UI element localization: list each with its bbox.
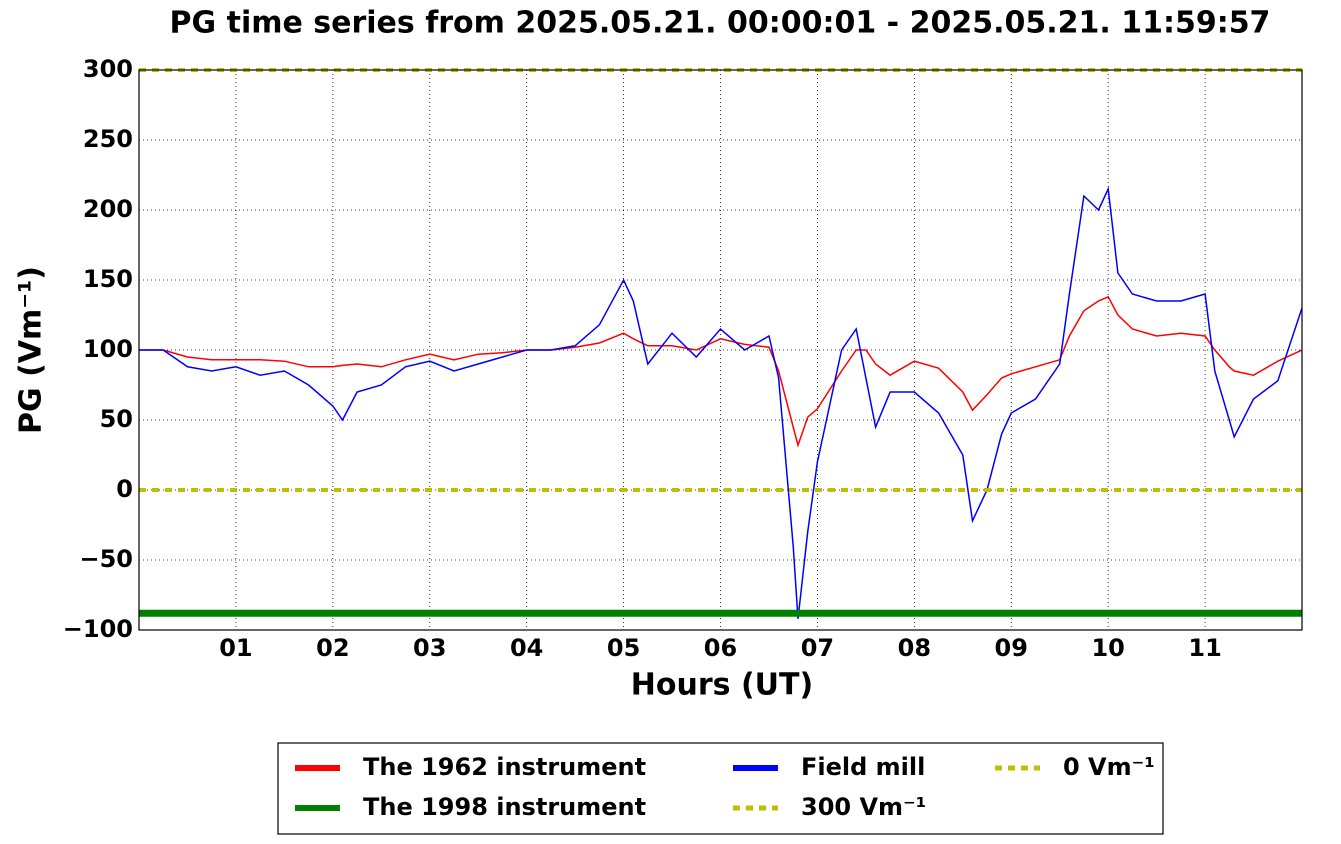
x-tick-label: 02 [316, 634, 349, 662]
legend-label: 0 Vm⁻¹ [1063, 753, 1155, 781]
legend-label: The 1998 instrument [363, 793, 646, 821]
plot-frame [138, 69, 1303, 631]
x-tick-label: 10 [1091, 634, 1124, 662]
y-tick-label: 0 [116, 475, 133, 503]
x-tick-label: 09 [995, 634, 1028, 662]
legend-label: The 1962 instrument [363, 753, 646, 781]
y-tick-label: 100 [83, 335, 133, 363]
chart-title: PG time series from 2025.05.21. 00:00:01… [170, 6, 1271, 41]
x-tick-label: 11 [1188, 634, 1221, 662]
y-tick-label: 200 [83, 195, 133, 223]
x-tick-label: 03 [413, 634, 446, 662]
x-tick-label: 05 [607, 634, 640, 662]
x-tick-label: 06 [704, 634, 737, 662]
x-tick-label: 01 [219, 634, 252, 662]
legend-label: 300 Vm⁻¹ [801, 793, 926, 821]
x-axis-label: Hours (UT) [631, 668, 813, 703]
y-axis-label: PG (Vm⁻¹) [14, 266, 49, 434]
x-tick-label: 08 [898, 634, 931, 662]
series-line [139, 186, 1302, 619]
y-tick-label: −100 [63, 615, 133, 643]
y-tick-label: 300 [83, 55, 133, 83]
legend-box [277, 742, 1164, 835]
y-tick-label: −50 [79, 545, 133, 573]
y-tick-label: 50 [100, 405, 133, 433]
x-tick-label: 07 [801, 634, 834, 662]
x-tick-label: 04 [510, 634, 543, 662]
y-tick-label: 250 [83, 125, 133, 153]
legend-label: Field mill [801, 753, 925, 781]
y-tick-label: 150 [83, 265, 133, 293]
series-line [139, 295, 1302, 448]
